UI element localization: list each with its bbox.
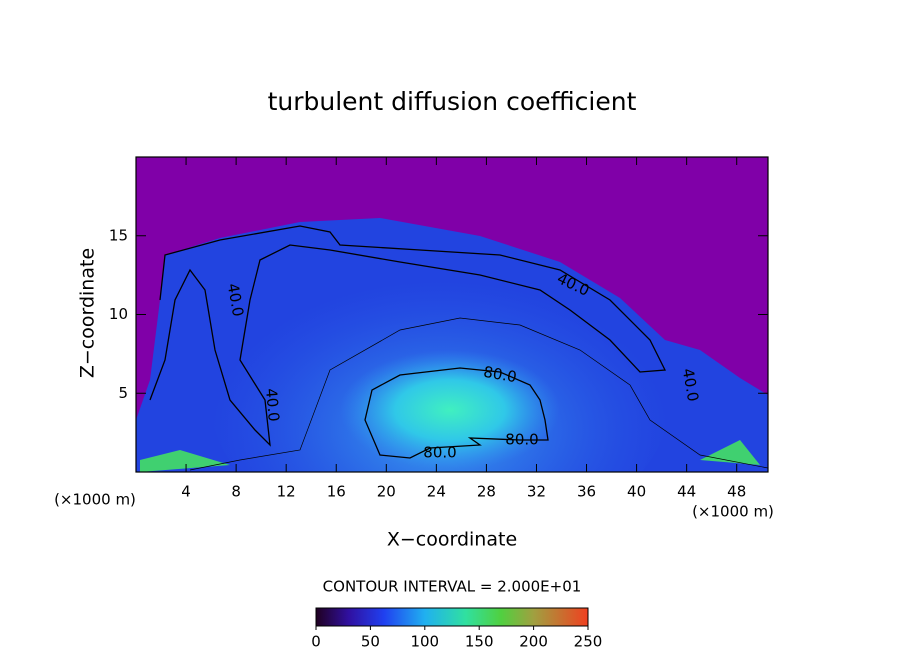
x-tick-label: 36: [577, 483, 596, 501]
x-tick-label: 28: [477, 483, 496, 501]
x-tick-label: 20: [377, 483, 396, 501]
x-tick-label: 12: [277, 483, 296, 501]
colorbar-tick-label: 0: [311, 633, 321, 651]
colorbar-tick-label: 200: [519, 633, 548, 651]
y-axis-label: Z−coordinate: [77, 248, 99, 378]
field: [136, 157, 768, 472]
colorbar-tick-label: 150: [465, 633, 494, 651]
x-unit-label: (×1000 m): [692, 503, 774, 521]
contour-label: 80.0: [482, 363, 518, 387]
x-axis-label: X−coordinate: [387, 529, 517, 551]
contour-line: [149, 225, 667, 447]
y-tick-label: 10: [109, 305, 128, 323]
x-tick-label: 4: [181, 483, 191, 501]
chart-title: turbulent diffusion coefficient: [268, 87, 637, 116]
y-tick-label: 5: [118, 384, 128, 402]
x-tick-label: 44: [677, 483, 696, 501]
contour-label: 80.0: [505, 431, 538, 449]
contour-line: [364, 367, 549, 459]
x-tick-label: 32: [527, 483, 546, 501]
contour-label: 40.0: [262, 388, 283, 423]
colorbar: [315, 607, 589, 627]
contour-label: 40.0: [224, 282, 248, 318]
x-tick-label: 8: [231, 483, 241, 501]
colorbar-tick-label: 100: [410, 633, 439, 651]
contour-line: [189, 317, 769, 471]
contour-label: 80.0: [423, 444, 456, 462]
y-tick-label: 15: [109, 226, 128, 244]
x-unit-label: (×1000 m): [54, 491, 136, 509]
contour-label: 40.0: [679, 367, 703, 403]
x-tick-label: 48: [727, 483, 746, 501]
x-tick-label: 40: [627, 483, 646, 501]
colorbar-tick-label: 50: [361, 633, 380, 651]
x-tick-label: 24: [427, 483, 446, 501]
colorbar-tick-label: 250: [574, 633, 603, 651]
contour-interval: CONTOUR INTERVAL = 2.000E+01: [323, 578, 582, 596]
x-tick-label: 16: [327, 483, 346, 501]
